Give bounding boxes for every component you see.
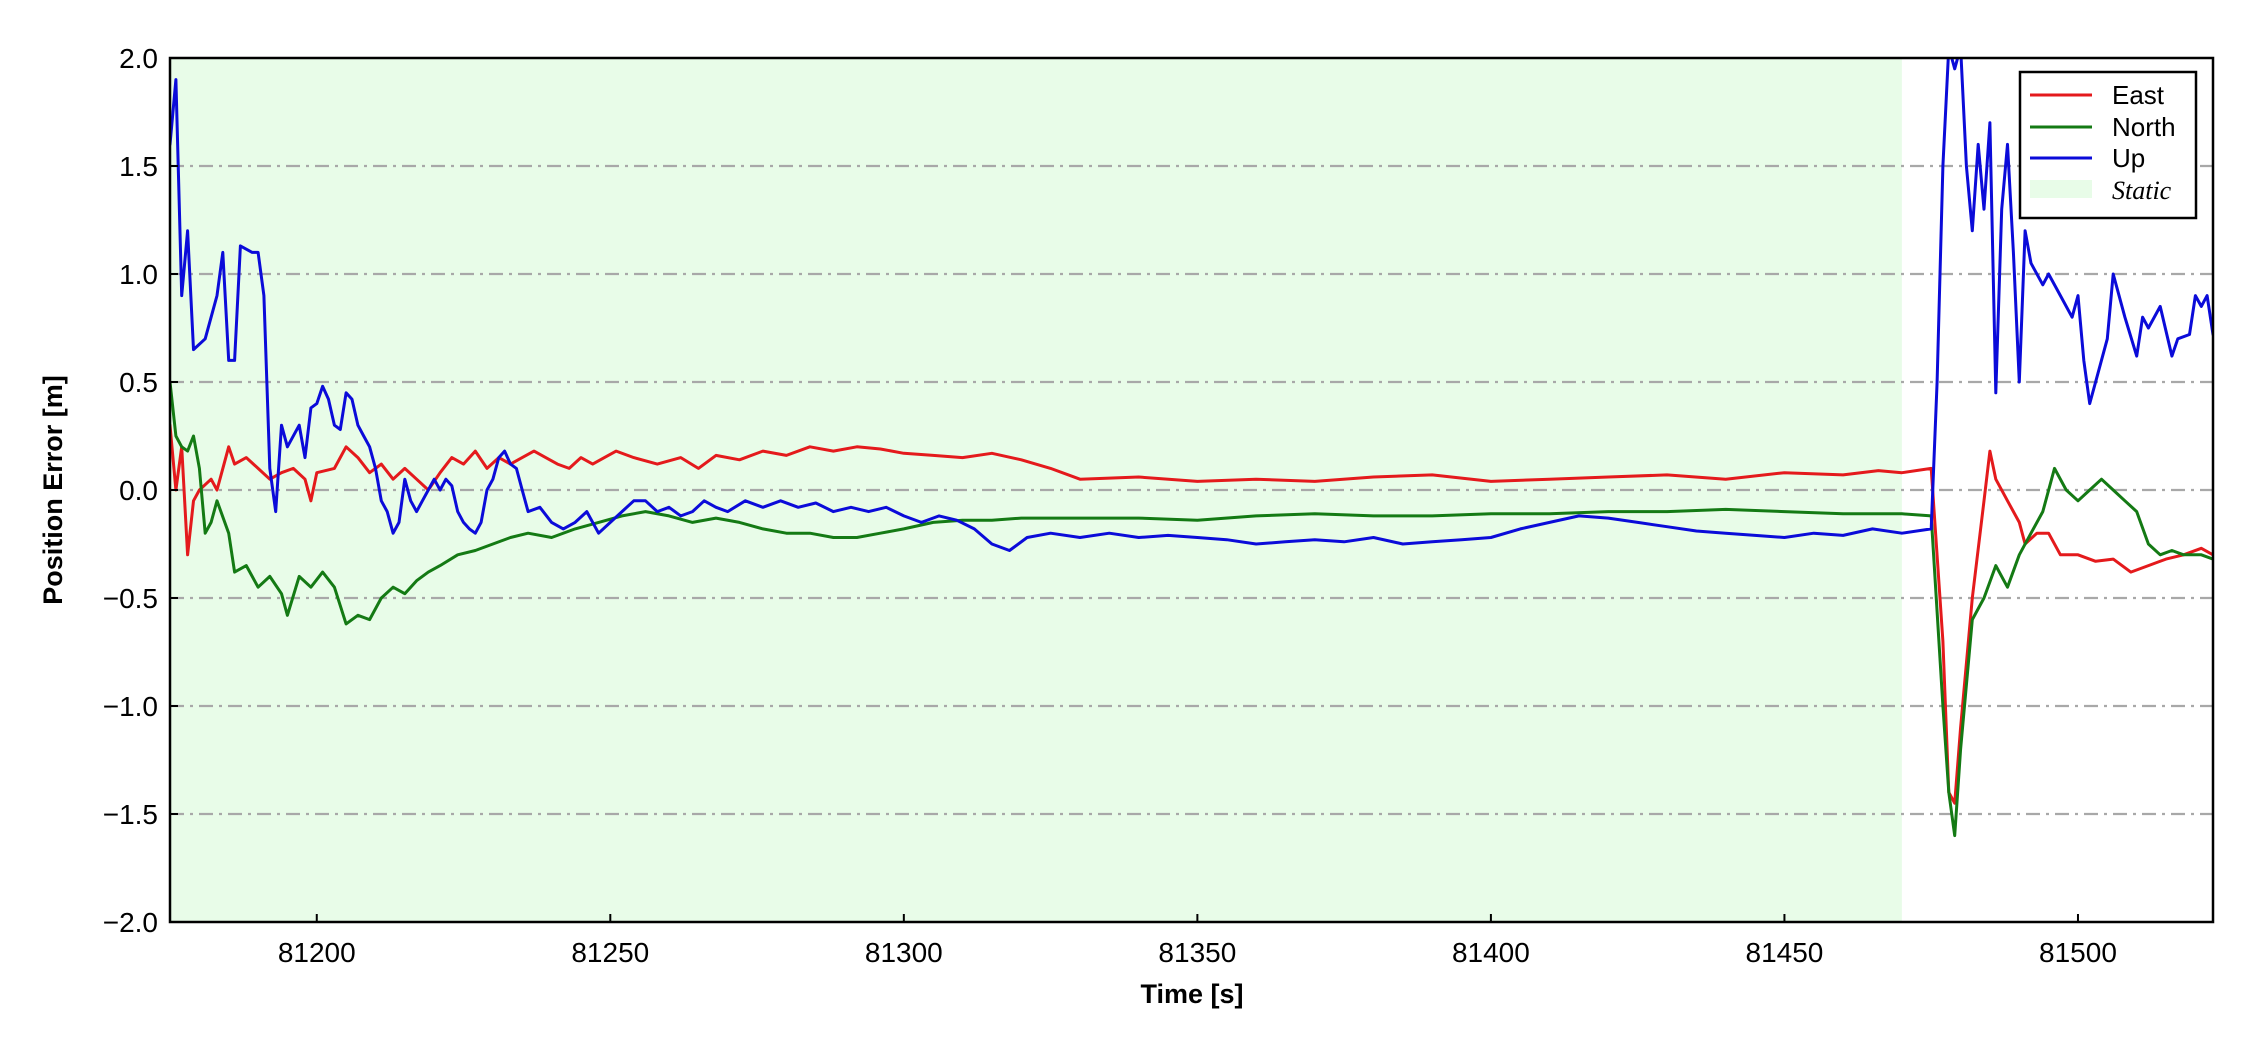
series-line-up (170, 58, 2213, 552)
legend-label-static: Static (2112, 176, 2172, 205)
y-tick-label: 1.5 (119, 151, 158, 182)
series-lines (170, 58, 2213, 838)
legend-label-up: Up (2112, 143, 2145, 173)
y-axis-label: Position Error [m] (38, 375, 68, 605)
y-axis-ticks: 2.0 1.5 1.0 0.5 0.0 −0.5 −1.0 −1.5 −2.0 (103, 43, 178, 938)
y-tick-label: 0.0 (119, 475, 158, 506)
x-tick-label: 81200 (278, 937, 356, 968)
y-tick-label: 1.0 (119, 259, 158, 290)
x-tick-label: 81400 (1452, 937, 1530, 968)
y-tick-label: 2.0 (119, 43, 158, 74)
legend-label-north: North (2112, 112, 2176, 142)
x-tick-label: 81500 (2039, 937, 2117, 968)
y-tick-label: −1.5 (103, 799, 158, 830)
grid-lines (170, 164, 2213, 816)
x-axis-ticks: 81200 81250 81300 81350 81400 81450 81500 (278, 914, 2117, 968)
series-line-north (170, 380, 2213, 838)
legend-label-east: East (2112, 80, 2165, 110)
x-axis-label: Time [s] (1140, 979, 1243, 1009)
y-tick-label: −1.0 (103, 691, 158, 722)
y-tick-label: 0.5 (119, 367, 158, 398)
x-tick-label: 81250 (571, 937, 649, 968)
x-tick-label: 81300 (865, 937, 943, 968)
y-tick-label: −0.5 (103, 583, 158, 614)
y-tick-label: −2.0 (103, 907, 158, 938)
legend-swatch-static (2030, 180, 2092, 198)
series-line-east (170, 423, 2213, 805)
legend: East North Up Static (2018, 70, 2198, 220)
x-tick-label: 81350 (1158, 937, 1236, 968)
x-tick-label: 81450 (1746, 937, 1824, 968)
